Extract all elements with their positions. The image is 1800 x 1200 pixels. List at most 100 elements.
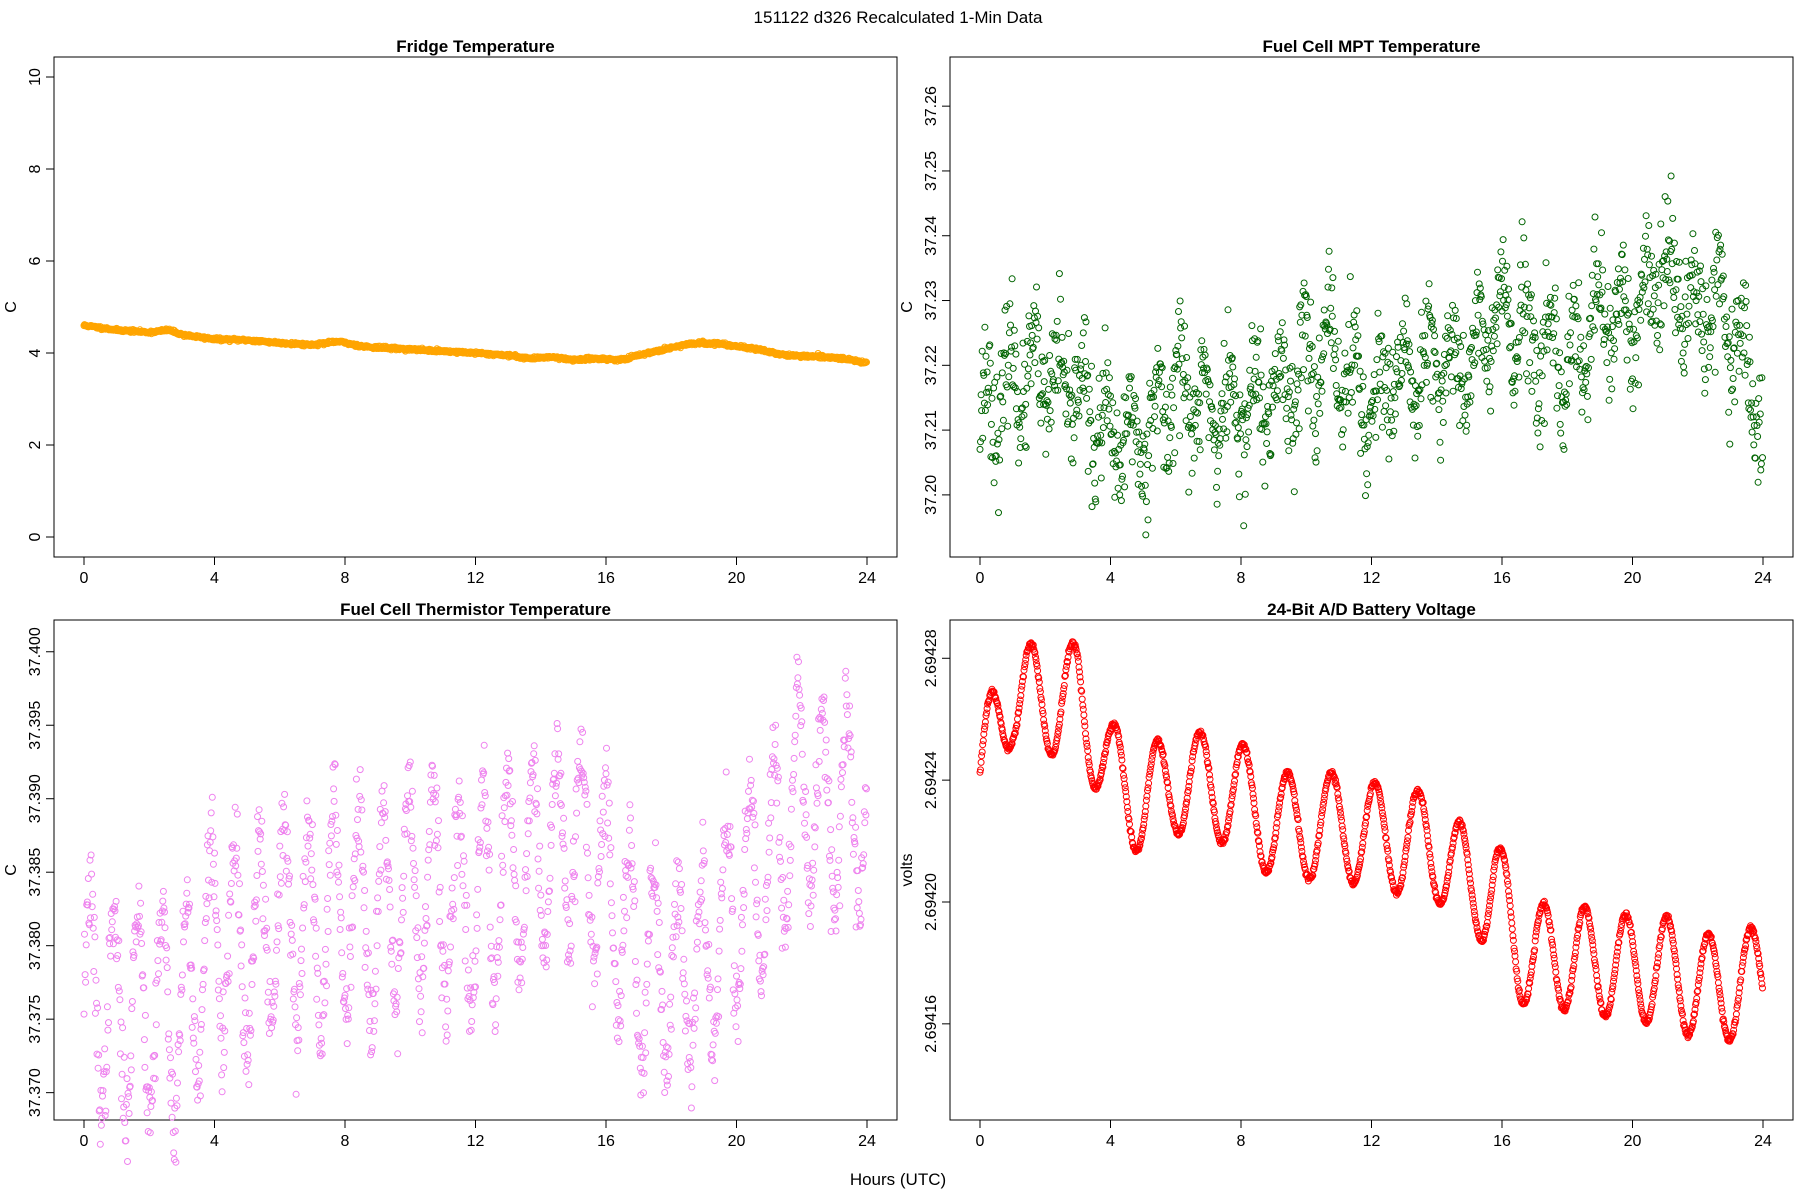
data-point (1132, 395, 1139, 403)
data-point (1084, 371, 1092, 379)
data-point (1179, 378, 1187, 386)
data-point (1360, 435, 1368, 443)
data-point (981, 323, 989, 331)
data-point (1008, 343, 1015, 351)
data-point (1544, 320, 1552, 328)
x-tick-label: 24 (858, 1133, 876, 1150)
data-point (1519, 327, 1527, 335)
data-point (1325, 265, 1332, 273)
data-point (1017, 405, 1025, 413)
data-point (1621, 297, 1629, 305)
data-point (1421, 332, 1429, 339)
data-point (1191, 421, 1199, 429)
data-point (1158, 364, 1166, 372)
data-series (80, 321, 870, 367)
data-point (1502, 301, 1510, 309)
data-point (1490, 316, 1498, 324)
data-point (1134, 448, 1142, 456)
data-point (1530, 317, 1537, 325)
x-tick-label: 20 (728, 1133, 746, 1150)
data-point (1520, 234, 1528, 242)
data-point (1431, 349, 1439, 356)
data-point (1537, 342, 1545, 350)
data-point (1229, 363, 1237, 371)
data-point (1088, 503, 1096, 511)
data-point (1293, 419, 1300, 427)
data-point (1489, 347, 1497, 355)
data-point (1284, 393, 1292, 401)
data-point (1251, 367, 1259, 375)
data-point (1595, 281, 1603, 289)
data-point (1347, 365, 1355, 373)
data-point (1361, 445, 1369, 453)
data-point (1178, 355, 1186, 363)
data-point (1371, 405, 1379, 413)
data-point (1635, 306, 1643, 313)
data-point (1263, 440, 1271, 447)
data-point (1644, 300, 1652, 308)
data-point (1304, 377, 1312, 385)
data-point (1480, 326, 1488, 334)
data-point (1291, 398, 1299, 406)
data-point (1520, 303, 1528, 311)
data-point (1129, 414, 1137, 422)
data-point (1624, 275, 1632, 282)
data-point (1575, 279, 1583, 287)
data-point (1453, 334, 1461, 342)
data-point (1613, 310, 1621, 318)
data-point (1315, 334, 1323, 342)
data-point (1551, 294, 1559, 302)
data-point (1313, 393, 1321, 400)
data-point (1262, 420, 1270, 428)
data-point (1136, 470, 1144, 478)
data-point (1604, 283, 1612, 290)
data-point (1143, 430, 1151, 438)
data-point (1225, 356, 1232, 364)
data-point (995, 509, 1002, 517)
data-point (993, 373, 1001, 381)
data-point (1609, 316, 1617, 324)
data-point (1044, 398, 1052, 406)
data-point (1011, 384, 1019, 392)
data-point (1223, 403, 1231, 410)
data-point (1620, 293, 1628, 301)
data-point (1475, 280, 1483, 288)
data-point (1565, 292, 1573, 300)
data-point (1405, 340, 1413, 348)
data-point (1015, 419, 1023, 427)
data-point (1556, 420, 1564, 428)
data-point (1052, 331, 1060, 339)
data-point (1424, 305, 1432, 313)
data-point (1024, 372, 1032, 380)
data-point (1328, 312, 1336, 320)
data-point (984, 401, 992, 409)
data-point (1565, 380, 1573, 388)
data-point (1439, 419, 1447, 426)
data-point (990, 479, 998, 487)
data-point (1019, 339, 1027, 347)
data-point (1608, 323, 1616, 331)
x-tick-label: 20 (728, 570, 746, 587)
data-point (1425, 302, 1433, 310)
data-point (1303, 314, 1311, 321)
data-point (1301, 291, 1309, 299)
data-point (1517, 261, 1524, 269)
data-point (1109, 399, 1117, 407)
data-point (1276, 373, 1284, 381)
data-point (1247, 383, 1255, 391)
data-point (1078, 342, 1086, 349)
data-point (1065, 330, 1073, 337)
data-point (1121, 483, 1129, 491)
data-point (1213, 483, 1220, 491)
data-point (1128, 458, 1136, 466)
data-point (1484, 336, 1492, 344)
data-point (1549, 359, 1557, 367)
data-point (1588, 302, 1596, 310)
data-point (1210, 446, 1218, 454)
data-point (1235, 493, 1243, 501)
data-point (1047, 418, 1055, 426)
data-point (1037, 391, 1045, 399)
data-point (1507, 343, 1515, 350)
data-point (988, 394, 996, 402)
data-point (1642, 232, 1649, 240)
